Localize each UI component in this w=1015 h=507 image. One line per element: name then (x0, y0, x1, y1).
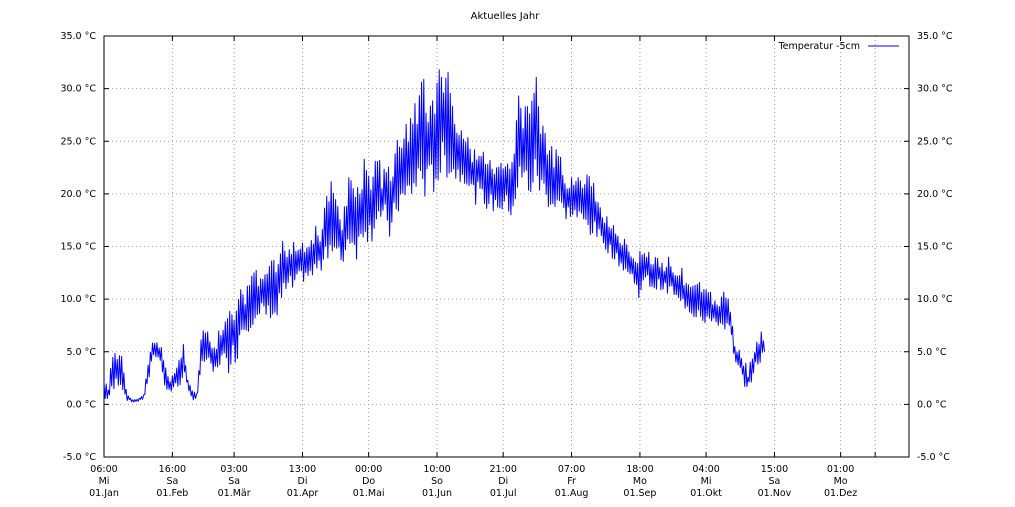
x-tick-date-label: 01.Nov (758, 488, 792, 499)
x-tick-time-label: 21:00 (489, 464, 516, 475)
x-tick-date-label: 01.Feb (156, 488, 188, 499)
x-tick-weekday-label: Sa (769, 476, 781, 487)
y-tick-label-right: 30.0 °C (917, 84, 953, 95)
x-tick-date-label: 01.Aug (555, 488, 589, 499)
legend-label: Temperatur -5cm (777, 41, 860, 52)
y-tick-label-right: 0.0 °C (917, 399, 947, 410)
x-tick-weekday-label: Sa (166, 476, 178, 487)
y-tick-label-left: -5.0 °C (63, 452, 96, 463)
y-tick-label-left: 25.0 °C (60, 136, 96, 147)
y-tick-label-right: 35.0 °C (917, 31, 953, 42)
x-tick-time-label: 16:00 (159, 464, 186, 475)
x-tick-time-label: 10:00 (423, 464, 450, 475)
x-tick-weekday-label: Di (298, 476, 308, 487)
x-tick-time-label: 07:00 (558, 464, 585, 475)
x-tick-weekday-label: Do (362, 476, 375, 487)
y-tick-label-right: 15.0 °C (917, 242, 953, 253)
x-tick-weekday-label: So (431, 476, 443, 487)
x-tick-time-label: 15:00 (761, 464, 788, 475)
x-tick-time-label: 13:00 (289, 464, 316, 475)
y-tick-label-right: 5.0 °C (917, 347, 947, 358)
legend: Temperatur -5cm (777, 41, 899, 52)
x-tick-time-label: 06:00 (90, 464, 117, 475)
x-tick-weekday-label: Mo (633, 476, 647, 487)
series-line-temperatur (103, 69, 766, 403)
x-tick-date-label: 01.Jan (89, 488, 119, 499)
y-tick-label-left: 35.0 °C (60, 31, 96, 42)
x-tick-weekday-label: Sa (228, 476, 240, 487)
y-tick-label-left: 15.0 °C (60, 242, 96, 253)
y-tick-label-left: 20.0 °C (60, 189, 96, 200)
x-tick-time-label: 01:00 (827, 464, 854, 475)
y-tick-label-left: 30.0 °C (60, 84, 96, 95)
y-tick-label-left: 5.0 °C (66, 347, 96, 358)
x-tick-time-label: 00:00 (355, 464, 382, 475)
axis-layer: 35.0 °C 35.0 °C 30.0 °C 30.0 °C 25.0 °C 25.0 … (60, 31, 952, 499)
x-tick-date-label: 01.Jul (490, 488, 517, 499)
x-tick-weekday-label: Mo (834, 476, 848, 487)
x-tick-date-label: 01.Mär (218, 488, 251, 499)
x-tick-time-label: 03:00 (220, 464, 247, 475)
series-layer (103, 69, 766, 403)
chart-title: Aktuelles Jahr (471, 11, 541, 22)
y-tick-label-left: 0.0 °C (66, 399, 96, 410)
x-tick-weekday-label: Mi (99, 476, 110, 487)
x-tick-time-label: 18:00 (626, 464, 653, 475)
x-tick-date-label: 01.Okt (690, 488, 722, 499)
y-tick-label-right: 10.0 °C (917, 294, 953, 305)
x-tick-date-label: 01.Mai (353, 488, 385, 499)
x-tick-time-label: 04:00 (692, 464, 719, 475)
x-tick-date-label: 01.Jun (422, 488, 452, 499)
x-tick-date-label: 01.Dez (824, 488, 857, 499)
x-tick-weekday-label: Fr (567, 476, 576, 487)
x-tick-weekday-label: Mi (701, 476, 712, 487)
y-tick-label-left: 10.0 °C (60, 294, 96, 305)
x-tick-weekday-label: Di (498, 476, 508, 487)
x-tick-date-label: 01.Sep (623, 488, 656, 499)
y-tick-label-right: 25.0 °C (917, 136, 953, 147)
y-tick-label-right: -5.0 °C (917, 452, 950, 463)
y-tick-label-right: 20.0 °C (917, 189, 953, 200)
x-tick-date-label: 01.Apr (287, 488, 319, 499)
